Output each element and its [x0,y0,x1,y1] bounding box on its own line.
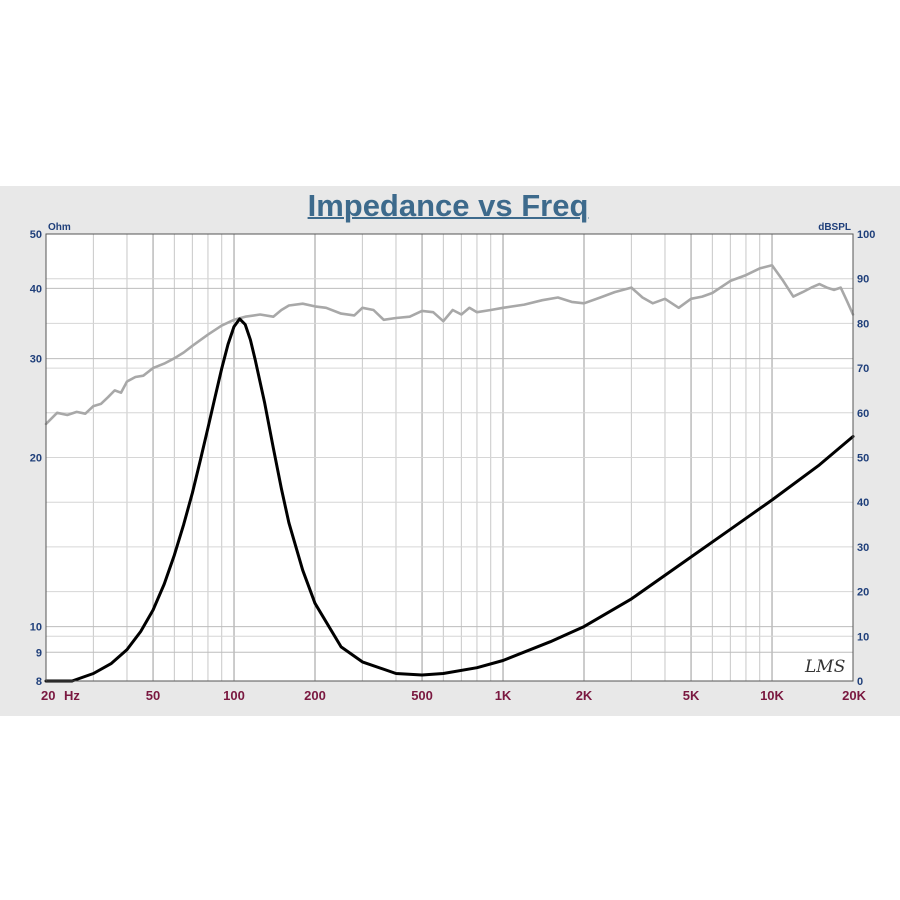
x-unit-label: Hz [64,688,80,703]
y-left-tick-label: 8 [36,676,42,688]
chart-title: Impedance vs Freq [307,188,589,223]
x-tick-label: 200 [304,688,326,703]
x-tick-label: 500 [411,688,433,703]
x-tick-label: 10K [760,688,784,703]
x-tick-label: 50 [146,688,160,703]
y-left-tick-label: 50 [30,229,42,241]
y-left-tick-label: 10 [30,622,42,634]
x-tick-label: 2K [576,688,593,703]
y-right-tick-label: 20 [857,587,869,599]
impedance-curve [44,317,855,683]
grid [46,234,853,681]
x-tick-label: 5K [683,688,700,703]
y-right-tick-label: 100 [857,229,875,241]
y-left-tick-label: 9 [36,647,42,659]
y-left-tick-label: 20 [30,453,42,465]
x-tick-label: 20 [41,688,55,703]
plot-border [45,233,854,682]
y-right-tick-label: 60 [857,408,869,420]
spl-curve [44,263,855,426]
y-right-tick-label: 90 [857,274,869,286]
y-right-tick-label: 80 [857,318,869,330]
watermark-logo: LMS [804,657,845,677]
right-unit-label: dBSPL [818,222,851,233]
y-right-tick-label: 0 [857,676,863,688]
y-right-tick-label: 50 [857,453,869,465]
series-layer [44,263,855,683]
left-unit-label: Ohm [48,222,71,233]
x-tick-label: 20K [842,688,866,703]
y-right-tick-label: 30 [857,542,869,554]
x-tick-label: 100 [223,688,245,703]
y-right-tick-label: 10 [857,631,869,643]
y-left-tick-label: 30 [30,354,42,366]
y-right-tick-label: 40 [857,497,869,509]
y-right-tick-label: 70 [857,363,869,375]
x-tick-label: 1K [495,688,512,703]
y-left-tick-label: 40 [30,283,42,295]
